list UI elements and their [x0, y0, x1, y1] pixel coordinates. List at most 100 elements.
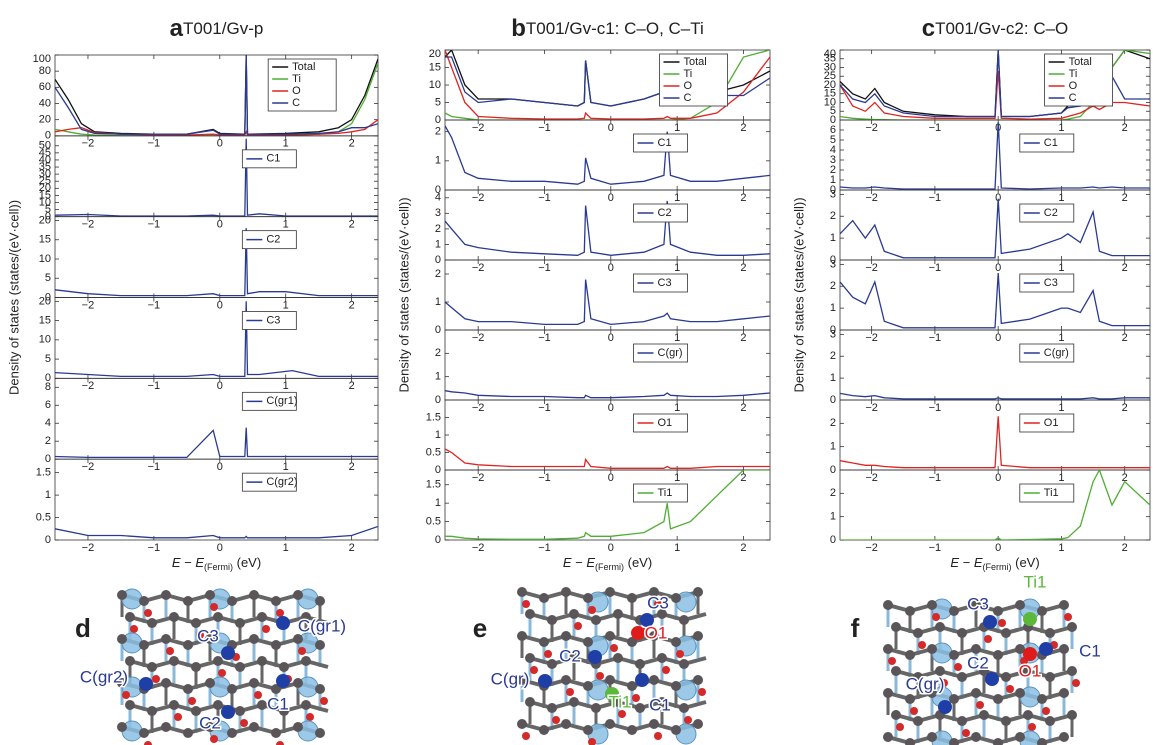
c-atom — [169, 700, 179, 710]
c-atom — [125, 700, 135, 710]
c-atom — [525, 697, 535, 707]
o-atom — [932, 613, 940, 621]
c-atom — [191, 662, 201, 672]
x-tick-label: −2 — [865, 542, 878, 554]
site-marker — [985, 672, 999, 686]
c-atom — [569, 609, 579, 619]
c-atom — [679, 703, 689, 713]
o-atom — [544, 650, 552, 658]
y-tick-label: 6 — [830, 124, 836, 136]
x-label-main: E − E — [563, 555, 595, 570]
c-atom — [1015, 732, 1025, 742]
x-label-unit: (eV) — [624, 555, 652, 570]
c-atom — [693, 675, 703, 685]
site-marker — [1023, 612, 1037, 626]
y-tick-label: 5 — [45, 272, 51, 284]
y-tick-label: 1 — [830, 232, 836, 244]
c-atom — [927, 644, 937, 654]
legend-label: C2 — [1044, 207, 1058, 219]
legend-label: Ti — [1069, 68, 1078, 80]
c-atom — [315, 596, 325, 606]
c-atom — [117, 634, 127, 644]
c-atom — [993, 650, 1003, 660]
y-tick-label: 1 — [45, 489, 51, 501]
c-atom — [1067, 710, 1077, 720]
site-label: C(gr1) — [298, 616, 346, 635]
y-tick-label: 0 — [435, 534, 441, 546]
dos-line — [840, 416, 1150, 467]
c-atom — [169, 656, 179, 666]
dos-line — [55, 527, 378, 538]
c-atom — [949, 606, 959, 616]
x-tick-label: 1 — [674, 542, 680, 554]
o-atom — [210, 603, 218, 611]
c-atom — [883, 600, 893, 610]
c-atom — [569, 697, 579, 707]
y-tick-label: 60 — [39, 81, 51, 93]
o-atom — [276, 609, 284, 617]
x-label-sub: (Fermi) — [983, 562, 1012, 572]
c-atom — [183, 728, 193, 738]
c-atom — [125, 656, 135, 666]
c-atom — [227, 728, 237, 738]
panel-title: bT001/Gv-c1: C–O, C–Ti — [511, 15, 704, 42]
x-tick-label: 2 — [740, 542, 746, 554]
c-atom — [139, 596, 149, 606]
y-tick-label: 20 — [39, 215, 51, 227]
y-tick-label: 40 — [39, 97, 51, 109]
c-atom — [139, 640, 149, 650]
c-atom — [539, 593, 549, 603]
legend-label: C1 — [1044, 137, 1058, 149]
o-atom — [144, 609, 152, 617]
o-atom — [276, 741, 284, 745]
x-label-unit: (eV) — [233, 555, 261, 570]
c-atom — [183, 596, 193, 606]
c-atom — [905, 738, 915, 745]
c-atom — [249, 722, 259, 732]
site-label: C(gr2) — [80, 667, 128, 686]
c-atom — [517, 631, 527, 641]
y-tick-label: 0 — [45, 534, 51, 546]
y-tick-label: 15 — [39, 315, 51, 327]
c-atom — [679, 615, 689, 625]
c-atom — [605, 675, 615, 685]
o-atom — [888, 657, 896, 665]
site-marker — [221, 646, 235, 660]
y-tick-label: 5 — [45, 353, 51, 365]
o-atom — [566, 688, 574, 696]
c-atom — [1059, 600, 1069, 610]
c-atom — [213, 612, 223, 622]
c-atom — [913, 628, 923, 638]
c-atom — [993, 606, 1003, 616]
y-tick-label: 1 — [830, 302, 836, 314]
o-atom — [130, 625, 138, 633]
c-atom — [271, 728, 281, 738]
dos-line — [840, 273, 1150, 328]
c-atom — [257, 656, 267, 666]
y-tick-label: 0.5 — [426, 446, 441, 458]
c-atom — [1037, 606, 1047, 616]
site-label: C1 — [649, 695, 671, 714]
o-atom — [1064, 613, 1072, 621]
site-label: C(gr) — [906, 674, 945, 693]
o-atom — [910, 707, 918, 715]
site-label: C3 — [647, 593, 669, 612]
o-atom — [588, 606, 596, 614]
legend-label: C3 — [1044, 277, 1058, 289]
c-atom — [205, 590, 215, 600]
c-atom — [627, 725, 637, 735]
c-atom — [213, 700, 223, 710]
y-tick-label: 1.5 — [426, 411, 441, 423]
c-atom — [891, 622, 901, 632]
c-atom — [891, 666, 901, 676]
legend-label: Ti1 — [658, 487, 673, 499]
y-tick-label: 2 — [830, 280, 836, 292]
site-label: C3 — [967, 594, 989, 613]
c-atom — [583, 637, 593, 647]
x-label-sub: (Fermi) — [204, 562, 233, 572]
site-label: C2 — [967, 653, 989, 672]
legend-label: Total — [1069, 56, 1092, 68]
site-label: O1 — [645, 623, 668, 642]
site-marker — [139, 677, 153, 691]
x-tick-label: 1 — [283, 542, 289, 554]
